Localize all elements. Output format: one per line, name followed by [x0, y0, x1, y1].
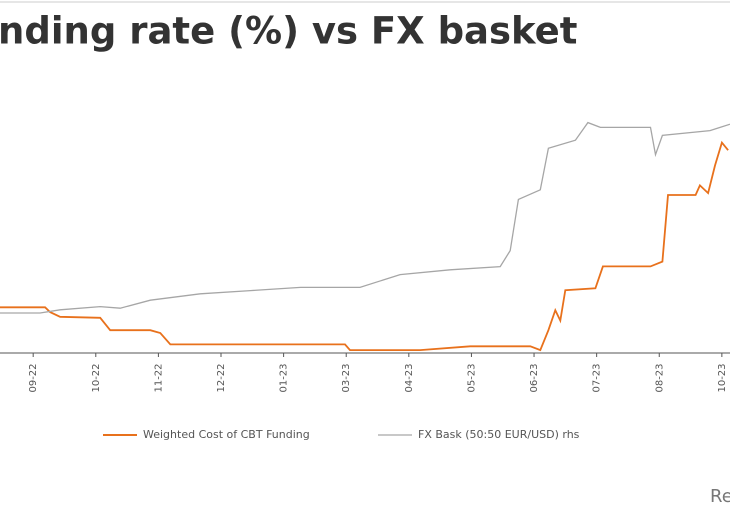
x-tick-label: 05-23: [466, 363, 477, 392]
source-note: Re: [710, 486, 730, 507]
x-tick-label: 09-22: [28, 363, 39, 392]
legend-label: FX Bask (50:50 EUR/USD) rhs: [418, 428, 580, 441]
x-tick-label: 11-22: [153, 363, 164, 392]
x-tick-label: 08-23: [654, 363, 665, 392]
x-tick-label: 01-23: [279, 363, 290, 392]
chart-title: nding rate (%) vs FX basket: [0, 10, 577, 53]
series-line: [0, 121, 730, 314]
x-tick-label: 10-22: [91, 363, 102, 392]
x-tick-label: 07-23: [592, 363, 603, 392]
legend-label: Weighted Cost of CBT Funding: [143, 428, 310, 441]
x-tick-label: 10-23: [717, 363, 728, 392]
x-tick-label: 03-23: [341, 363, 352, 392]
x-tick-label: 06-23: [529, 363, 540, 392]
series-line: [0, 140, 729, 352]
x-tick-label: 04-23: [404, 363, 415, 392]
x-tick-label: 12-22: [216, 363, 227, 392]
